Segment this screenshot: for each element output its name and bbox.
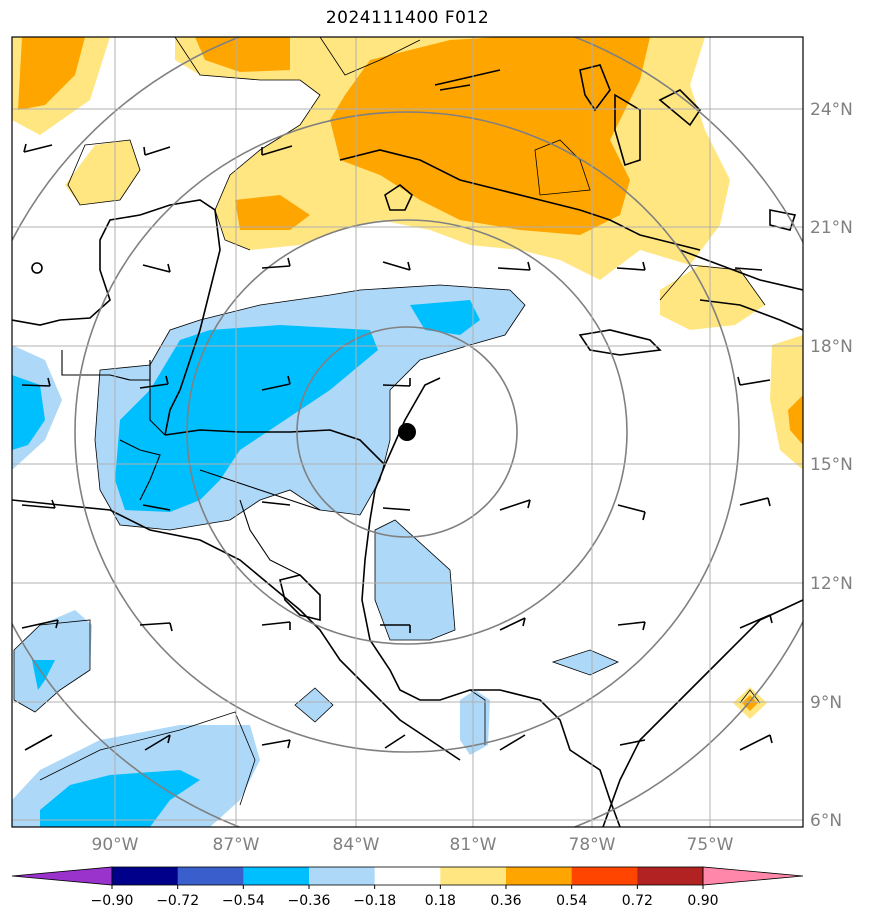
shaded-field: [12, 37, 803, 827]
colorbar: −0.90 −0.72 −0.54 −0.36 −0.18 0.18 0.36 0.54 0.7…: [11, 866, 804, 909]
lon-label: 87°W: [213, 835, 260, 855]
colorbar-segment: [309, 867, 376, 885]
colorbar-segment: [177, 867, 244, 885]
colorbar-tick-label: −0.18: [353, 893, 396, 909]
map-frame: [11, 36, 804, 828]
colorbar-segment: [112, 867, 179, 885]
colorbar-tick-label: 0.72: [622, 893, 653, 909]
colorbar-extend-low: [11, 866, 113, 886]
colorbar-tick-label: 0.36: [490, 893, 521, 909]
lon-label: 75°W: [687, 835, 734, 855]
colorbar-extend-high: [702, 866, 804, 886]
lon-label: 78°W: [569, 835, 616, 855]
lat-label: 9°N: [810, 693, 842, 713]
colorbar-segment: [571, 867, 638, 885]
positive-anomaly-north: [18, 37, 85, 110]
colorbar-tick-label: −0.72: [156, 893, 199, 909]
colorbar-tick-label: 0.18: [425, 893, 456, 909]
borders: [61, 350, 321, 576]
lat-label: 18°N: [810, 337, 853, 357]
colorbar-segment: [440, 867, 507, 885]
map-title: 2024111400 F012: [325, 8, 490, 28]
wind-barbs: [21, 143, 773, 751]
colorbar-frame: [111, 866, 704, 886]
colorbar-tick-label: −0.36: [288, 893, 331, 909]
colorbar-tick-label: −0.90: [91, 893, 134, 909]
lat-label: 6°N: [810, 811, 842, 831]
colorbar-tick-label: 0.54: [556, 893, 587, 909]
colorbar-segment: [637, 867, 704, 885]
lat-axis: 24°N 21°N 18°N 15°N 12°N 9°N 6°N: [810, 100, 853, 831]
lat-label: 12°N: [810, 574, 853, 594]
lon-label: 81°W: [450, 835, 497, 855]
lon-axis: 90°W 87°W 84°W 81°W 78°W 75°W: [92, 835, 734, 855]
colorbar-tick-label: 0.90: [687, 893, 718, 909]
colorbar-tick-label: −0.54: [222, 893, 265, 909]
storm-center-marker: [398, 423, 416, 441]
colorbar-segment: [243, 867, 310, 885]
range-rings: [12, 37, 803, 827]
lon-label: 90°W: [92, 835, 139, 855]
lat-label: 15°N: [810, 455, 853, 475]
lat-label: 24°N: [810, 100, 853, 120]
graticule: [12, 37, 803, 827]
lon-label: 84°W: [333, 835, 380, 855]
colorbar-segment: [374, 867, 441, 885]
lat-label: 21°N: [810, 218, 853, 238]
coastlines: [12, 64, 803, 827]
colorbar-segment: [506, 867, 573, 885]
